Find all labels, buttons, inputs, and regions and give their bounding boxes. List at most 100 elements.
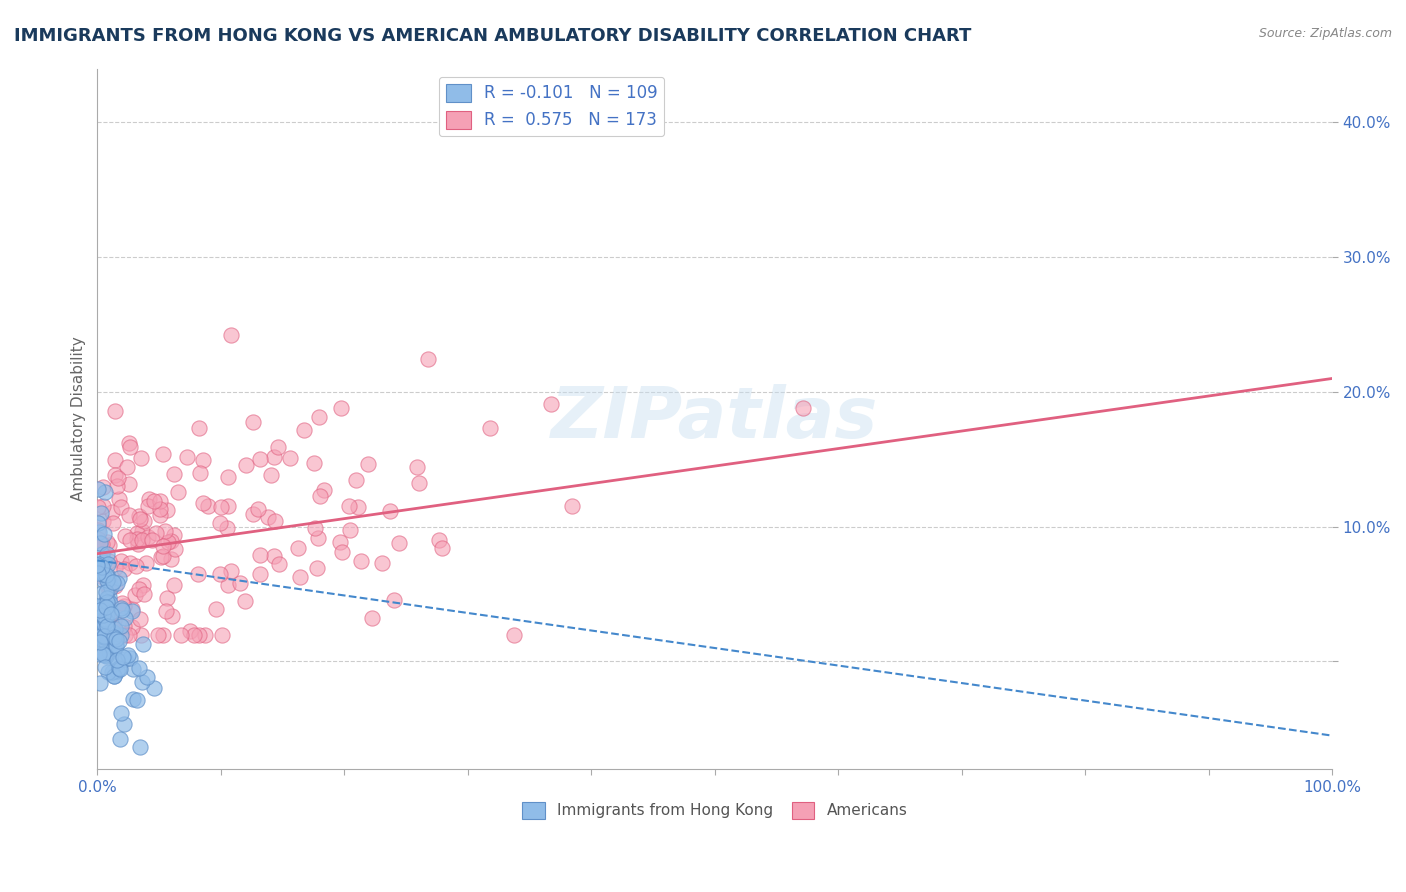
Point (94, 660, 117, 674)
Point (107, 634, 129, 648)
Point (111, 650, 134, 665)
Point (121, 603, 143, 617)
Point (159, 552, 181, 566)
Point (183, 627, 205, 641)
Point (125, 532, 148, 546)
Point (155, 524, 177, 538)
Point (111, 596, 134, 610)
Point (337, 499, 360, 513)
Point (96, 574, 118, 588)
Point (96, 627, 118, 641)
Point (94, 648, 117, 662)
Point (87, 624, 110, 639)
Point (406, 459, 429, 474)
Point (163, 467, 186, 481)
Point (129, 450, 152, 465)
Point (165, 541, 187, 556)
Point (103, 613, 125, 627)
Point (87, 566, 110, 580)
Point (89, 536, 111, 550)
Point (121, 619, 143, 633)
Point (219, 565, 242, 579)
Point (97, 580, 120, 594)
Point (93, 555, 115, 569)
Point (112, 618, 135, 632)
Point (96, 649, 118, 664)
Point (89, 603, 111, 617)
Point (105, 632, 128, 647)
Point (142, 681, 165, 696)
Point (90, 565, 112, 579)
Point (152, 549, 174, 563)
Point (129, 612, 152, 626)
Point (382, 592, 405, 607)
Point (96, 607, 118, 621)
Point (217, 470, 239, 484)
Point (103, 574, 125, 589)
Point (105, 479, 128, 493)
Point (132, 515, 155, 529)
Point (89, 675, 111, 690)
Point (91, 647, 114, 661)
Point (152, 447, 174, 461)
Point (96, 595, 118, 609)
Point (263, 450, 285, 465)
Point (339, 524, 361, 538)
Point (91, 563, 114, 577)
Point (122, 662, 145, 676)
Point (89, 535, 111, 549)
Point (416, 352, 439, 367)
Point (91, 480, 114, 494)
Point (100, 607, 122, 622)
Point (97, 620, 120, 634)
Point (205, 602, 228, 616)
Point (163, 528, 186, 542)
Point (93, 526, 115, 541)
Point (97, 665, 120, 679)
Point (159, 534, 181, 549)
Point (90, 561, 112, 575)
Point (263, 549, 285, 563)
Point (101, 620, 124, 634)
Point (86, 558, 108, 573)
Point (87, 516, 110, 531)
Point (98, 607, 121, 622)
Point (87, 500, 110, 514)
Point (242, 507, 264, 521)
Point (105, 653, 128, 667)
Point (117, 648, 139, 663)
Point (478, 421, 501, 435)
Point (97, 570, 120, 584)
Point (249, 548, 271, 562)
Point (361, 611, 384, 625)
Point (112, 717, 135, 731)
Point (217, 500, 239, 514)
Point (249, 451, 271, 466)
Point (217, 521, 239, 535)
Point (128, 508, 150, 523)
Point (96, 636, 118, 650)
Point (249, 566, 271, 581)
Point (108, 731, 131, 746)
Y-axis label: Ambulatory Disability: Ambulatory Disability (72, 336, 86, 501)
Point (132, 637, 155, 651)
Point (228, 576, 250, 591)
Point (156, 503, 179, 517)
Point (129, 627, 152, 641)
Point (94, 614, 117, 628)
Point (104, 404, 127, 418)
Point (163, 578, 186, 592)
Point (149, 494, 172, 508)
Point (108, 662, 131, 676)
Point (105, 638, 128, 652)
Point (91, 627, 114, 641)
Point (104, 622, 127, 636)
Point (131, 524, 153, 538)
Point (103, 641, 125, 656)
Point (87, 630, 110, 644)
Point (118, 440, 141, 454)
Point (125, 692, 148, 706)
Point (292, 423, 315, 437)
Point (160, 608, 183, 623)
Point (103, 630, 125, 644)
